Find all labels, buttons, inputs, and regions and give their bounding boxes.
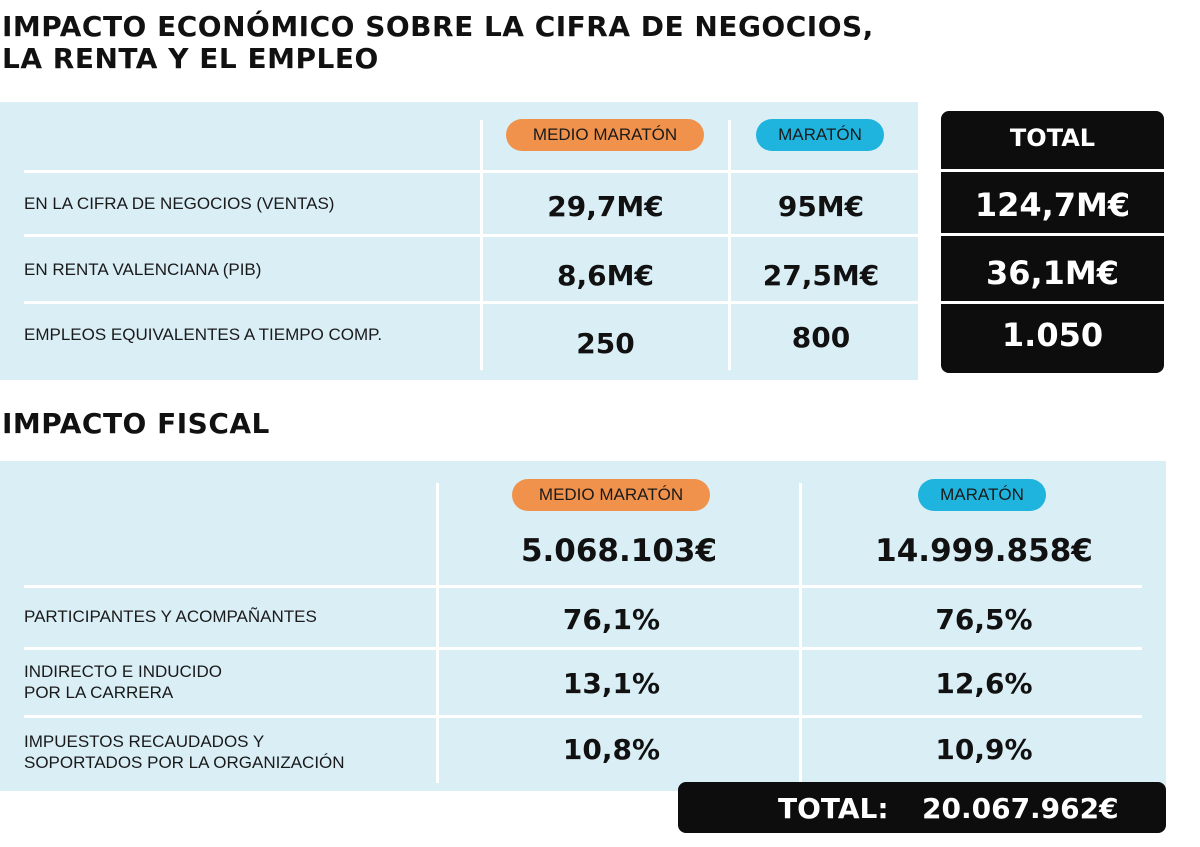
fiscal-row-label: IMPUESTOS RECAUDADOS Y bbox=[24, 732, 265, 751]
fiscal-half-total: 5.068.103€ bbox=[520, 533, 718, 569]
economic-row-label: EN RENTA VALENCIANA (PIB) bbox=[24, 260, 262, 279]
fiscal-grand-total-value: 20.067.962€ bbox=[922, 792, 1119, 825]
fiscal-table-panel: MEDIO MARATÓN MARATÓN 5.068.103€ 14.999.… bbox=[0, 461, 1166, 791]
economic-total-column: TOTAL 124,7M€ 36,1M€ 1.050 bbox=[941, 111, 1164, 373]
fiscal-header-maraton: MARATÓN bbox=[918, 479, 1046, 511]
economic-row-half-value: 8,6M€ bbox=[557, 259, 654, 292]
economic-row-half-value: 29,7M€ bbox=[547, 190, 664, 223]
economic-total-value: 124,7M€ bbox=[974, 186, 1131, 224]
fiscal-row-label-line2: SOPORTADOS POR LA ORGANIZACIÓN bbox=[24, 753, 345, 772]
fiscal-title: IMPACTO FISCAL bbox=[2, 407, 270, 440]
fiscal-row-full-value: 10,9% bbox=[935, 733, 1033, 766]
economic-row-half-value: 250 bbox=[576, 327, 635, 360]
economic-total-value: 1.050 bbox=[1001, 316, 1104, 354]
fiscal-full-total: 14.999.858€ bbox=[875, 533, 1093, 569]
fiscal-grand-total-bar: TOTAL: 20.067.962€ bbox=[678, 782, 1166, 833]
fiscal-row-label: PARTICIPANTES Y ACOMPAÑANTES bbox=[24, 607, 317, 626]
fiscal-row-label: INDIRECTO E INDUCIDO bbox=[24, 662, 223, 681]
economic-row-label: EMPLEOS EQUIVALENTES A TIEMPO COMP. bbox=[24, 325, 383, 344]
fiscal-grand-total-label: TOTAL: bbox=[778, 792, 889, 825]
economic-title-line1: IMPACTO ECONÓMICO SOBRE LA CIFRA DE NEGO… bbox=[2, 10, 874, 43]
header-maraton: MARATÓN bbox=[756, 119, 884, 151]
economic-row-full-value: 95M€ bbox=[777, 190, 865, 223]
fiscal-header-medio-maraton: MEDIO MARATÓN bbox=[512, 479, 710, 511]
economic-table-panel: MEDIO MARATÓN MARATÓN EN LA CIFRA DE NEG… bbox=[0, 102, 918, 380]
fiscal-row-half-value: 10,8% bbox=[562, 733, 661, 766]
economic-row-label: EN LA CIFRA DE NEGOCIOS (VENTAS) bbox=[24, 194, 335, 213]
economic-title-line2: LA RENTA Y EL EMPLEO bbox=[2, 42, 379, 75]
economic-row-full-value: 27,5M€ bbox=[762, 259, 880, 292]
fiscal-row-label-line2: POR LA CARRERA bbox=[24, 683, 174, 702]
fiscal-row-full-value: 12,6% bbox=[935, 667, 1033, 700]
economic-row-full-value: 800 bbox=[791, 321, 851, 354]
economic-total-value: 36,1M€ bbox=[985, 254, 1120, 292]
fiscal-row-half-value: 13,1% bbox=[562, 667, 661, 700]
economic-total-header: TOTAL bbox=[1009, 124, 1096, 152]
header-medio-maraton: MEDIO MARATÓN bbox=[506, 119, 704, 151]
fiscal-row-full-value: 76,5% bbox=[935, 603, 1033, 636]
fiscal-row-half-value: 76,1% bbox=[562, 603, 661, 636]
